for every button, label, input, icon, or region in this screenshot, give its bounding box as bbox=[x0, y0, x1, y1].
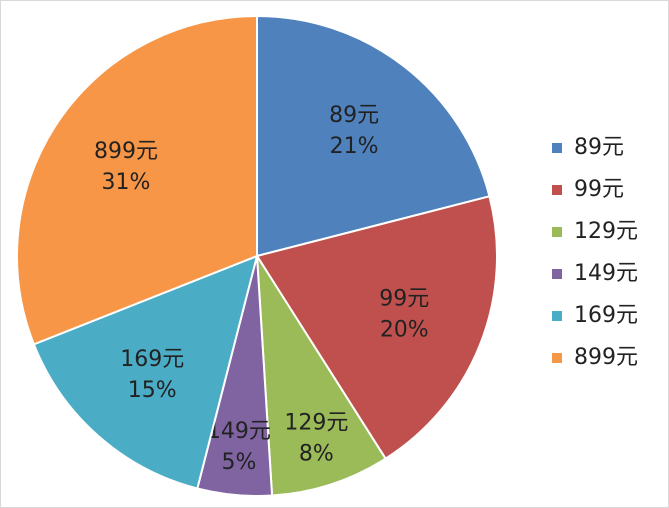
slice-value-label: 31% bbox=[102, 170, 151, 195]
slice-value-label: 8% bbox=[299, 442, 334, 467]
legend-swatch bbox=[552, 269, 562, 279]
slice-value-label: 15% bbox=[128, 378, 177, 403]
legend-swatch bbox=[552, 353, 562, 363]
legend-label: 149元 bbox=[574, 261, 638, 286]
legend-label: 129元 bbox=[574, 219, 638, 244]
slice-value-label: 21% bbox=[330, 134, 379, 159]
slice-category-label: 89元 bbox=[329, 103, 379, 128]
slice-category-label: 129元 bbox=[284, 411, 348, 436]
pie-slice bbox=[256, 255, 387, 497]
slice-category-label: 149元 bbox=[207, 419, 271, 444]
slice-category-label: 899元 bbox=[94, 139, 158, 164]
pie-slice bbox=[16, 14, 258, 346]
legend-label: 99元 bbox=[574, 177, 624, 202]
slice-value-label: 5% bbox=[221, 450, 256, 475]
slice-category-label: 169元 bbox=[120, 347, 184, 372]
pie-slice bbox=[255, 195, 498, 461]
legend-label: 169元 bbox=[574, 303, 638, 328]
legend-label: 89元 bbox=[574, 135, 624, 160]
legend-swatch bbox=[552, 185, 562, 195]
slice-value-label: 20% bbox=[380, 317, 429, 342]
legend-swatch bbox=[552, 143, 562, 153]
legend-swatch bbox=[552, 227, 562, 237]
pie-slice bbox=[256, 14, 491, 258]
legend-swatch bbox=[552, 311, 562, 321]
pie-slice bbox=[32, 254, 259, 490]
legend-label: 899元 bbox=[574, 345, 638, 370]
slice-category-label: 99元 bbox=[379, 286, 429, 311]
